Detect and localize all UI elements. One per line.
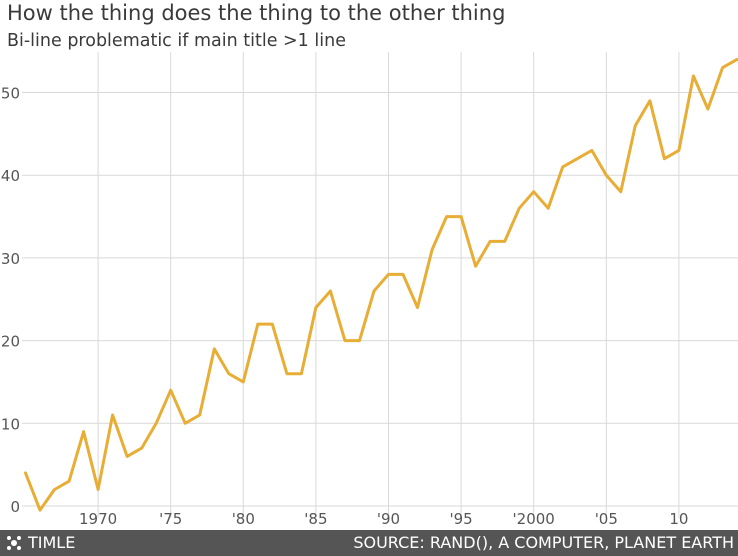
y-tick-label: 50 [1, 85, 20, 103]
x-tick-label: '05 [595, 510, 618, 528]
y-tick-label: 10 [1, 415, 20, 433]
y-tick-label: 40 [1, 167, 20, 185]
x-tick-label: 1970 [79, 510, 117, 528]
logo-icon [7, 536, 21, 550]
y-tick-label: 0 [10, 498, 20, 516]
footer-bar: TIMLE SOURCE: RAND(), A COMPUTER, PLANET… [0, 530, 738, 556]
y-tick-label: 30 [1, 250, 20, 268]
y-tick-label: 20 [1, 333, 20, 351]
chart-title: How the thing does the thing to the othe… [7, 1, 506, 25]
x-tick-label: '95 [449, 510, 472, 528]
x-tick-label: '75 [159, 510, 182, 528]
x-tick-label: 10 [669, 510, 688, 528]
chart-subtitle: Bi-line problematic if main title >1 lin… [7, 31, 346, 51]
series-line [24, 57, 738, 512]
x-tick-label: '2000 [513, 510, 555, 528]
x-tick-label: '85 [304, 510, 327, 528]
x-tick-label: '80 [232, 510, 255, 528]
line-chart: 0 10 20 30 40 50 1970 '75 '80 '85 '90 '95 '2000 '05 10 [1, 52, 738, 528]
footer-label: TIMLE [28, 533, 76, 552]
x-tick-label: '90 [377, 510, 400, 528]
source-credit: SOURCE: RAND(), A COMPUTER, PLANET EARTH [353, 533, 734, 552]
